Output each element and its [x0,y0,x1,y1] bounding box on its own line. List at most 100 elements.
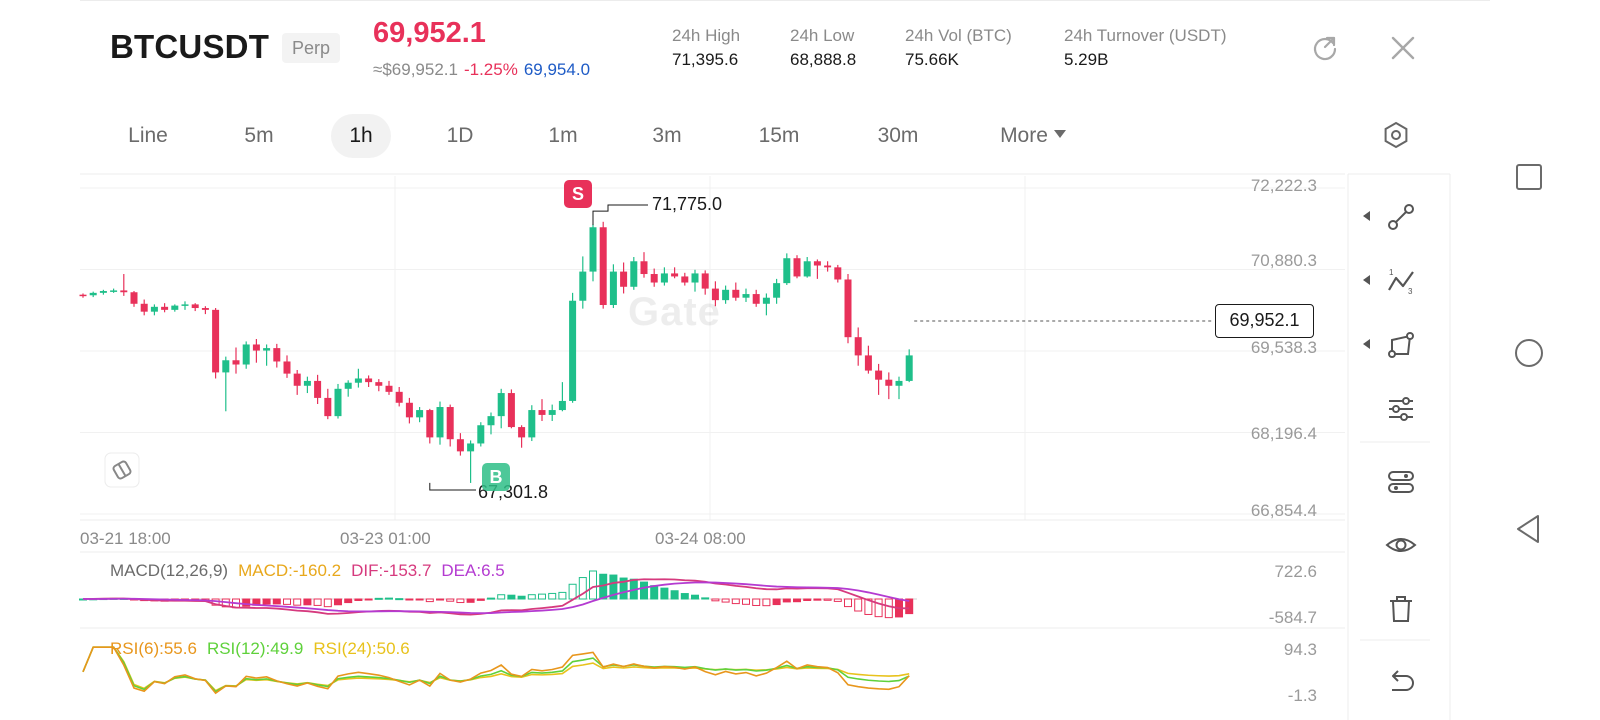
eye-icon[interactable] [1384,528,1418,562]
macd-histogram-bar [670,590,679,600]
stat-value: 68,888.8 [790,50,857,69]
tf-1d[interactable]: 1D [446,124,474,147]
high-price-label: 71,775.0 [652,194,723,214]
candle-body [150,306,158,312]
shape-icon[interactable] [1384,328,1418,362]
candle-body [354,378,362,383]
stat-label: 24h Low [790,26,855,45]
rsi-legend[interactable]: RSI(6):55.6 RSI(12):49.9 RSI(24):50.6 [110,639,420,659]
macd-histogram-bar [344,598,353,604]
tf-30m[interactable]: 30m [877,124,919,147]
candle-body [467,443,475,452]
macd-histogram-bar [160,598,169,602]
candle-body [222,360,230,373]
high-marker-line [592,204,648,226]
macd-histogram-bar [79,598,87,601]
candle-body [660,273,668,283]
current-price-tag: 69,952.1 [1215,304,1314,338]
macd-title: MACD(12,26,9) [110,561,229,580]
candle-body [854,337,862,356]
macd-histogram-bar [854,598,863,612]
candle-body [99,291,107,293]
price-axis-label: 69,538.3 [1250,338,1317,357]
macd-legend[interactable]: MACD(12,26,9) MACD:-160.2 DIF:-153.7 DEA:6.… [110,561,515,581]
expand-arrow-icon[interactable] [1363,211,1370,221]
candle-body [293,373,301,386]
macd-histogram-bar [701,597,710,600]
layout-icon[interactable] [1384,465,1418,499]
tf-15m[interactable]: 15m [758,124,800,147]
expand-arrow-icon[interactable] [1363,339,1370,349]
candle-body [640,261,648,275]
candle-body [722,289,730,301]
candle-series [79,221,913,483]
back-icon[interactable] [1512,512,1546,546]
stat-value: 75.66K [905,50,959,69]
candle-body [803,261,811,277]
candle-body [263,348,271,351]
tf-more[interactable]: More [986,114,1080,158]
candle-body [232,360,240,365]
macd-histogram-bar [99,598,108,601]
tf-1m[interactable]: 1m [548,124,578,147]
macd-histogram-bar [303,598,312,606]
trendline-icon[interactable] [1384,200,1418,234]
buy-signal-marker[interactable]: B [482,463,510,491]
macd-histogram-bar [374,597,383,600]
macd-histogram-bar [813,598,822,601]
tf-1h[interactable]: 1h [331,114,391,158]
candle-body [528,410,536,438]
hexagon-settings-icon[interactable] [1381,120,1411,150]
candle-body [579,271,587,301]
tf-3m[interactable]: 3m [652,124,682,147]
candle-body [252,344,260,351]
candle-body [487,416,495,426]
candle-body [171,305,179,310]
candle-body [385,385,393,392]
candle-body [864,355,872,371]
candle-body [273,348,281,362]
tf-line[interactable]: Line [128,124,168,147]
macd-histogram-bar [772,598,781,606]
candle-body [89,292,97,296]
candle-body [824,265,832,268]
reset-view-icon[interactable] [104,452,140,488]
change-percent: -1.25% [463,60,518,79]
candle-body [905,355,913,381]
expand-arrow-icon[interactable] [1363,275,1370,285]
undo-icon[interactable] [1384,664,1418,698]
rsi-axis-top: 94.3 [1283,640,1317,659]
rotate-icon[interactable] [1311,34,1339,62]
indicator-settings-icon[interactable] [1384,392,1418,426]
close-icon[interactable] [1389,34,1417,62]
macd-histogram-bar [844,598,852,608]
macd-histogram-bar [395,598,404,601]
macd-histogram-bar [548,592,557,600]
stat-label: 24h Turnover (USDT) [1064,26,1227,45]
chart-line-icon[interactable]: 1 3 [1384,264,1418,298]
macd-histogram-bar [629,578,638,600]
recents-icon[interactable] [1512,160,1546,194]
macd-histogram-bar [507,594,516,600]
macd-histogram-bar [89,598,98,601]
sell-signal-marker[interactable]: S [564,180,592,208]
candle-body [395,391,403,403]
candle-body [895,380,903,386]
macd-histogram-bar [721,598,730,603]
candle-body [762,297,770,304]
macd-histogram-bar [262,598,271,605]
tf-5m[interactable]: 5m [244,124,274,147]
candle-body [844,279,852,338]
stat-value: 5.29B [1064,50,1109,69]
home-icon[interactable] [1512,336,1546,370]
macd-histogram-bar [119,597,128,600]
symbol-title[interactable]: BTCUSDT [110,28,270,65]
price-axis-label: 68,196.4 [1250,424,1317,443]
candle-body [405,402,413,418]
candle-body [773,283,781,298]
macd-histogram-bar [711,598,720,602]
macd-histogram-bar [589,570,597,600]
trash-icon[interactable] [1384,592,1418,626]
macd-histogram-bar [293,598,302,606]
stat-value: 71,395.6 [672,50,739,69]
